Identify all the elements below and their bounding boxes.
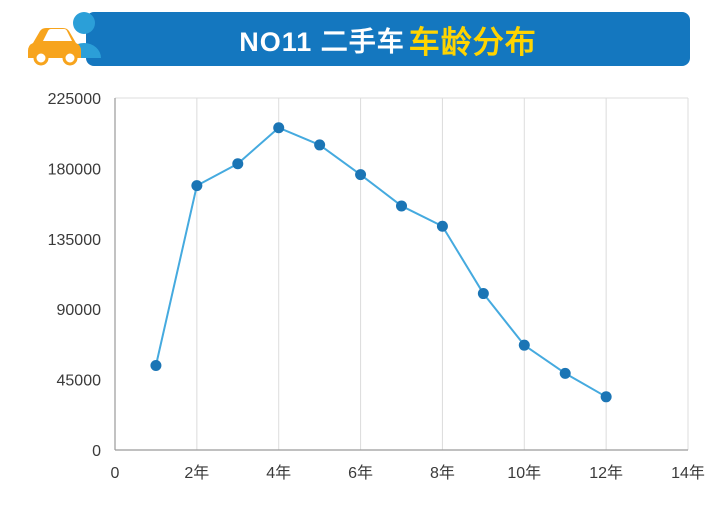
x-tick-label: 12年	[589, 464, 623, 482]
data-point	[314, 139, 326, 151]
data-point	[150, 360, 162, 372]
data-point	[191, 180, 203, 192]
age-distribution-chart: 0 45000 90000 135000 180000 225000 0 2年 4年 6年 8年 10…	[48, 91, 705, 482]
x-tick-label: 4年	[266, 464, 291, 482]
page-header: NO11 二手车 车龄分布	[0, 0, 720, 78]
x-tick-label: 0	[111, 465, 120, 482]
header-icons	[24, 8, 110, 68]
y-tick-label: 90000	[57, 302, 102, 319]
y-tick-label: 45000	[57, 373, 102, 390]
x-tick-label: 10年	[507, 464, 541, 482]
x-tick-label: 8年	[430, 464, 455, 482]
x-tick-label: 6年	[348, 464, 373, 482]
chart-area: 0 45000 90000 135000 180000 225000 0 2年 4年 6年 8年 10…	[0, 78, 720, 511]
y-tick-label: 0	[92, 443, 101, 460]
data-point	[600, 391, 612, 403]
data-point	[232, 158, 244, 170]
data-point	[518, 339, 530, 351]
title-main: NO11 二手车	[239, 26, 405, 57]
car-icon	[28, 28, 81, 66]
x-tick-label: 14年	[671, 464, 705, 482]
header-banner: NO11 二手车 车龄分布	[86, 12, 690, 66]
x-tick-label: 2年	[184, 464, 209, 482]
data-point	[396, 200, 407, 212]
data-line	[154, 126, 607, 398]
y-tick-label: 180000	[48, 161, 101, 178]
title-accent: 车龄分布	[408, 24, 537, 60]
data-point	[477, 288, 489, 300]
car-and-person-icon	[28, 12, 101, 66]
data-point	[559, 367, 571, 379]
data-point	[273, 122, 285, 134]
data-point	[355, 169, 367, 181]
y-tick-label: 135000	[48, 232, 101, 249]
y-tick-label: 225000	[48, 91, 101, 108]
data-point	[436, 220, 448, 232]
